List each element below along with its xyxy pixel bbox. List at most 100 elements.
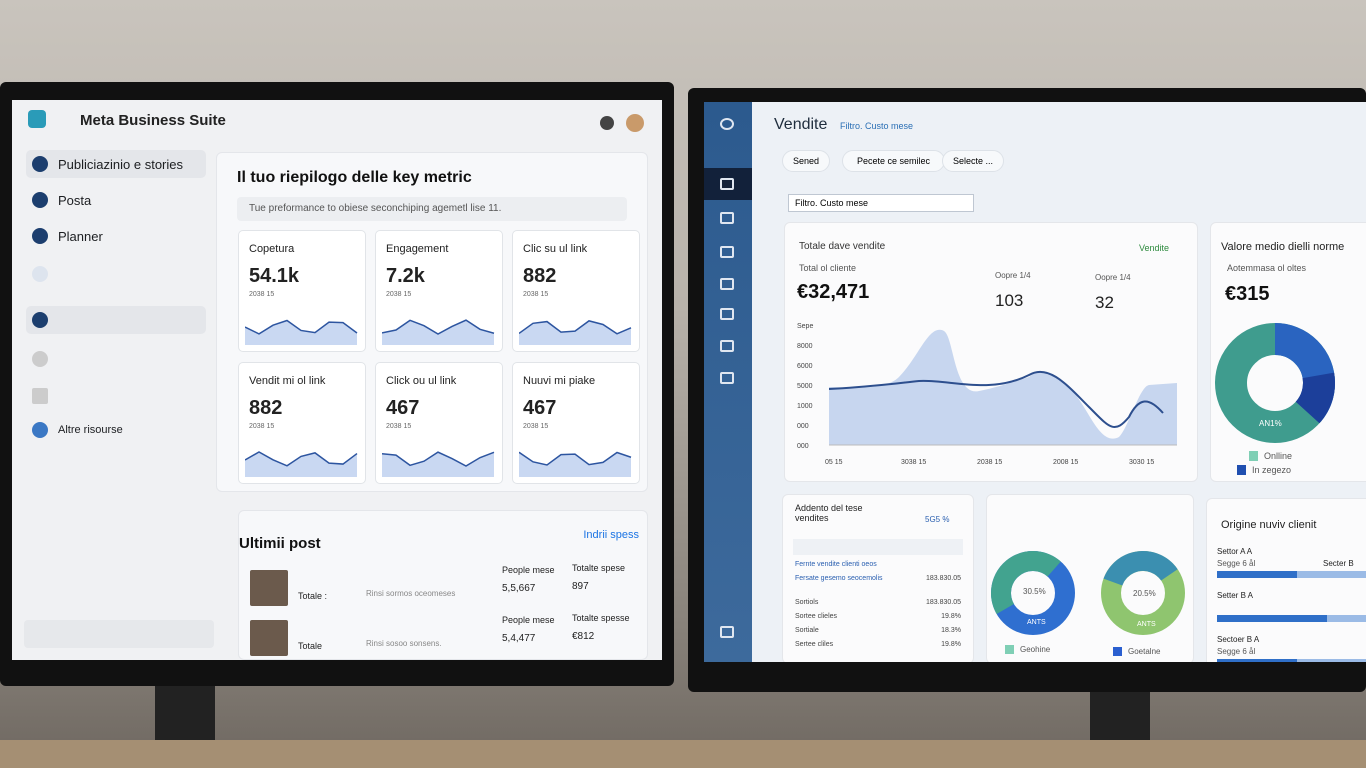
nav-item[interactable]: Publiciazinio e stories (26, 150, 206, 178)
detail-badge: 5G5 % (925, 515, 950, 524)
post-text: Rinsi sormos oceomeses (366, 589, 456, 598)
sparkline (245, 319, 358, 345)
sales-card: Totale dave vendite Vendite Total ol cli… (784, 222, 1198, 482)
nav-item[interactable]: Posta (26, 186, 206, 214)
avatar[interactable] (626, 114, 644, 132)
detail-row-value: 183.830.05 (925, 575, 961, 582)
x-label: 3038 15 (901, 459, 927, 466)
legend-item: In zegezo (1237, 465, 1291, 475)
origin-track (1297, 571, 1366, 578)
side-icon[interactable] (720, 278, 734, 290)
nav-label: Planner (58, 228, 103, 244)
metric-label: Clic su ul link (523, 243, 588, 255)
origin-card: Origine nuviv clienit Settor A A Secter B… (1206, 498, 1366, 662)
avg-title: Valore medio dielli norme (1221, 241, 1345, 253)
detail-card: Addento del tese vendites 5G5 % Fernte v… (782, 494, 974, 662)
nav-item[interactable] (26, 306, 206, 334)
nav-icon (32, 192, 48, 208)
nav-icon (32, 388, 48, 404)
nav-item[interactable]: Planner (26, 222, 206, 250)
post-col: 5,4,477 (502, 633, 536, 644)
search-box[interactable]: Filtro. Custo mese (788, 194, 974, 212)
sales-badge: Vendite (1139, 243, 1170, 253)
metric-card: Click ou ul link 467 2038 15 (375, 362, 503, 484)
post-col: €812 (572, 631, 595, 642)
settings-icon[interactable] (600, 116, 614, 130)
desk (0, 740, 1366, 768)
avg-sub: Aotemmasa ol oltes (1227, 263, 1307, 273)
y-label: Sepe (797, 323, 814, 330)
area (829, 329, 1177, 445)
nav-item[interactable]: Altre risourse (26, 416, 206, 444)
sidebar (704, 102, 752, 662)
metric-card: Engagement 7.2k 2038 15 (375, 230, 503, 352)
x-label: 05 15 (825, 459, 843, 466)
sparkline (382, 319, 495, 345)
nav-item[interactable] (26, 260, 206, 288)
nav-icon (32, 156, 48, 172)
sales-chart (829, 329, 1177, 446)
y-label: 6000 (797, 363, 813, 370)
side-icon[interactable] (720, 212, 734, 224)
y-label: 8000 (797, 343, 813, 350)
nav-item[interactable] (26, 382, 206, 410)
origin-track (1297, 659, 1366, 662)
posts-link[interactable]: Indrii spess (583, 529, 639, 541)
side-icon[interactable] (720, 340, 734, 352)
origin-track (1327, 615, 1366, 622)
sales-sub: Total ol cliente (799, 263, 857, 273)
donut-label: 20.5% (1133, 589, 1156, 598)
sparkline (382, 451, 495, 477)
sidebar-active (704, 168, 752, 200)
metric-label: Click ou ul link (386, 375, 457, 387)
tab[interactable]: Pecete ce semilec (842, 150, 946, 172)
metric-note: 2038 15 (386, 291, 412, 298)
post-col-head: People mese (502, 615, 555, 625)
app-logo (28, 110, 46, 128)
title-filter: Filtro. Custo mese (840, 121, 914, 131)
detail-row-label: Fernte vendite clienti oeos (795, 561, 877, 568)
metric-card: Clic su ul link 882 2038 15 (512, 230, 640, 352)
metric-value: 467 (386, 397, 420, 419)
detail-title: Addento del tese vendites (795, 503, 863, 523)
x-label: 3030 15 (1129, 459, 1155, 466)
origin-title: Origine nuviv clienit (1221, 519, 1317, 531)
avg-value: €315 (1225, 283, 1270, 305)
side-icon[interactable] (720, 178, 734, 190)
screen-left: Meta Business Suite Publiciazinio e stor… (12, 100, 662, 660)
metric-value: 7.2k (386, 265, 425, 287)
metrics-heading: Il tuo riepilogo delle key metric (237, 169, 472, 186)
nav-icon (32, 228, 48, 244)
avg-card: Valore medio dielli norme Aotemmasa ol o… (1210, 222, 1366, 482)
metric-value: 882 (523, 265, 557, 287)
nav-item[interactable] (26, 345, 206, 373)
y-label: 1000 (797, 403, 813, 410)
side-icon[interactable] (720, 626, 734, 638)
tab[interactable]: Sened (782, 150, 831, 172)
nav-icon (32, 422, 48, 438)
detail-row-value: 19.8% (941, 613, 961, 620)
post-thumb (250, 620, 288, 656)
post-thumb (250, 570, 288, 606)
sales-total: €32,471 (797, 281, 870, 303)
metric-note: 2038 15 (249, 291, 275, 298)
metric-value: 54.1k (249, 265, 300, 287)
side-icon[interactable] (720, 372, 734, 384)
donut-label: 30.5% (1023, 587, 1046, 596)
origin-bar (1217, 659, 1297, 662)
metric-note: 2038 15 (249, 423, 275, 430)
kpi-label: Oopre 1/4 (1095, 273, 1131, 282)
y-label: 000 (797, 423, 809, 430)
detail-row-label: Sortiols (795, 599, 819, 606)
origin-bar (1217, 571, 1297, 578)
detail-row-value: 18.3% (941, 627, 961, 634)
y-label: 5000 (797, 383, 813, 390)
side-icon[interactable] (720, 246, 734, 258)
metric-card: Vendit mi ol link 882 2038 15 (238, 362, 366, 484)
side-icon[interactable] (720, 308, 734, 320)
detail-row-value: 183.830.05 (925, 599, 961, 606)
tab[interactable]: Selecte ... (942, 150, 1005, 172)
side-icon[interactable] (720, 118, 734, 130)
detail-row-label: Fersate gesemo seocemolis (795, 575, 883, 582)
